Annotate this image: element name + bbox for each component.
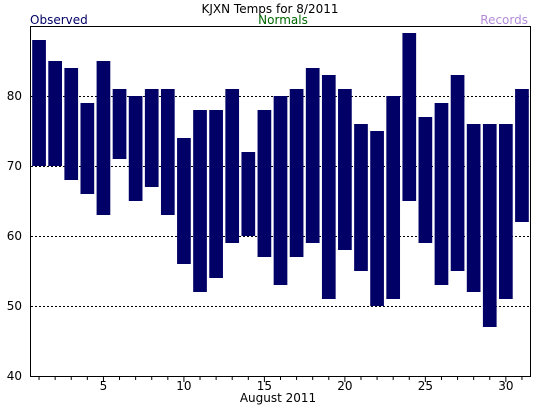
bar-day-1 [32,40,46,166]
bar-day-11 [193,110,207,292]
y-tick-label: 60 [7,229,22,243]
y-tick-label: 40 [7,369,22,383]
x-tick-label: 10 [176,379,191,393]
bar-day-19 [321,75,336,299]
bar-day-28 [466,124,481,292]
bar-day-16 [273,96,288,285]
bar-day-6 [112,89,127,159]
bar-day-21 [354,124,368,271]
chart-title: KJXN Temps for 8/2011 [202,2,339,16]
bar-day-26 [434,103,449,285]
x-axis: 5 10 15 20 25 30 [38,376,523,393]
x-tick-label: 5 [100,379,108,393]
x-axis-label: August 2011 [240,391,316,405]
y-tick-label: 50 [7,299,22,313]
bar-day-12 [209,110,223,278]
bar-day-27 [450,75,465,271]
legend-observed: Observed [30,13,88,27]
x-tick-label: 15 [257,379,272,393]
x-tick-label: 25 [418,379,433,393]
bar-day-10 [177,138,191,264]
bar-day-18 [305,68,320,243]
x-tick-label: 20 [337,379,352,393]
legend-normals: Normals [258,13,308,27]
bar-day-7 [128,96,143,201]
bar-day-2 [48,61,62,166]
bar-day-22 [370,131,384,306]
x-tick-label: 30 [498,379,513,393]
bar-day-29 [482,124,497,327]
y-tick-label: 80 [7,89,22,103]
bar-day-15 [257,110,272,257]
bar-day-31 [515,89,529,222]
bar-day-4 [80,103,95,194]
bar-day-17 [289,89,304,257]
bar-day-9 [160,89,175,215]
y-axis: 40 50 60 70 80 [7,89,22,383]
y-tick-label: 70 [7,159,22,173]
bar-day-25 [418,117,433,243]
bar-day-14 [241,152,256,236]
legend-records: Records [480,13,528,27]
bar-day-8 [144,89,159,187]
bar-day-3 [64,68,79,180]
bars [32,33,529,327]
bar-day-5 [96,61,111,215]
bar-day-13 [225,89,240,243]
bar-day-23 [386,96,401,299]
bar-day-20 [338,89,352,250]
bar-day-30 [499,124,513,299]
bar-day-24 [402,33,417,201]
